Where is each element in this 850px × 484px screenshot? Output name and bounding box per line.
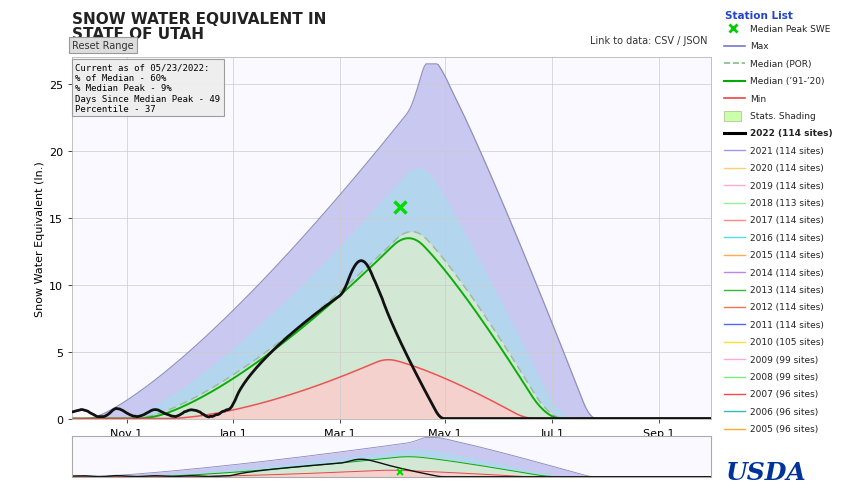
FancyBboxPatch shape xyxy=(723,111,741,122)
Text: 2012 (114 sites): 2012 (114 sites) xyxy=(751,303,824,312)
Text: 2018 (113 sites): 2018 (113 sites) xyxy=(751,198,824,208)
Text: 2022 (114 sites): 2022 (114 sites) xyxy=(751,129,833,138)
Text: 2019 (114 sites): 2019 (114 sites) xyxy=(751,181,824,190)
Text: Median (POR): Median (POR) xyxy=(751,60,812,69)
Text: STATE OF UTAH: STATE OF UTAH xyxy=(72,27,204,42)
Text: 2015 (114 sites): 2015 (114 sites) xyxy=(751,251,824,260)
Text: Reset Range: Reset Range xyxy=(72,41,133,51)
Text: SNOW WATER EQUIVALENT IN: SNOW WATER EQUIVALENT IN xyxy=(72,12,326,27)
Text: Station List: Station List xyxy=(725,11,793,21)
Text: Stats. Shading: Stats. Shading xyxy=(751,112,816,121)
Text: Max: Max xyxy=(751,42,768,51)
Text: 2010 (105 sites): 2010 (105 sites) xyxy=(751,337,824,347)
Text: Min: Min xyxy=(751,94,766,104)
Text: 2005 (96 sites): 2005 (96 sites) xyxy=(751,424,819,433)
Text: Link to data: CSV / JSON: Link to data: CSV / JSON xyxy=(590,36,707,46)
Text: USDA: USDA xyxy=(726,460,807,484)
Text: 2016 (114 sites): 2016 (114 sites) xyxy=(751,233,824,242)
Text: Median (’91-’20): Median (’91-’20) xyxy=(751,77,824,86)
Text: 2006 (96 sites): 2006 (96 sites) xyxy=(751,407,819,416)
Text: 2021 (114 sites): 2021 (114 sites) xyxy=(751,147,824,155)
Text: 2009 (99 sites): 2009 (99 sites) xyxy=(751,355,819,364)
Text: Current as of 05/23/2022:
% of Median - 60%
% Median Peak - 9%
Days Since Median: Current as of 05/23/2022: % of Median - … xyxy=(76,63,220,114)
Y-axis label: Snow Water Equivalent (In.): Snow Water Equivalent (In.) xyxy=(35,161,45,316)
Text: Median Peak SWE: Median Peak SWE xyxy=(751,25,830,34)
Text: 2011 (114 sites): 2011 (114 sites) xyxy=(751,320,824,329)
Text: 2014 (114 sites): 2014 (114 sites) xyxy=(751,268,824,277)
Text: 2007 (96 sites): 2007 (96 sites) xyxy=(751,390,819,399)
Text: 2008 (99 sites): 2008 (99 sites) xyxy=(751,372,819,381)
Text: 2017 (114 sites): 2017 (114 sites) xyxy=(751,216,824,225)
Text: 2013 (114 sites): 2013 (114 sites) xyxy=(751,286,824,294)
Text: 2020 (114 sites): 2020 (114 sites) xyxy=(751,164,824,173)
